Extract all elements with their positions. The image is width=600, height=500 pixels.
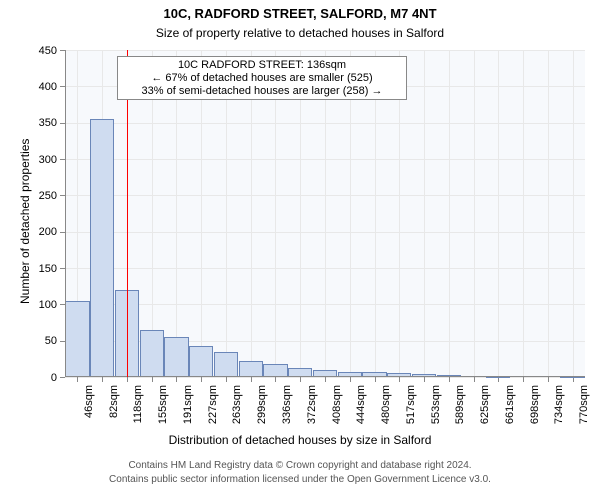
chart-container: 10C, RADFORD STREET, SALFORD, M7 4NT Siz… xyxy=(0,0,600,500)
axis-spine xyxy=(65,376,585,377)
histogram-bar xyxy=(140,330,164,377)
x-tick xyxy=(548,377,549,382)
x-tick-label: 263sqm xyxy=(231,385,243,435)
x-tick-label: 299sqm xyxy=(256,385,268,435)
histogram-bar xyxy=(90,119,114,377)
x-tick-label: 480sqm xyxy=(380,385,392,435)
y-tick-label: 200 xyxy=(27,226,57,238)
x-tick-label: 444sqm xyxy=(355,385,367,435)
y-tick-label: 250 xyxy=(27,190,57,202)
x-tick xyxy=(350,377,351,382)
chart-subtitle: Size of property relative to detached ho… xyxy=(0,26,600,40)
x-gridline xyxy=(449,50,450,377)
histogram-bar xyxy=(189,346,213,377)
x-tick xyxy=(226,377,227,382)
y-tick-label: 450 xyxy=(27,45,57,57)
x-tick xyxy=(399,377,400,382)
x-gridline xyxy=(548,50,549,377)
histogram-bar xyxy=(214,352,238,377)
y-tick-label: 300 xyxy=(27,154,57,166)
x-tick xyxy=(251,377,252,382)
y-tick-label: 100 xyxy=(27,299,57,311)
annotation-box: 10C RADFORD STREET: 136sqm ← 67% of deta… xyxy=(117,56,407,100)
x-tick-label: 191sqm xyxy=(182,385,194,435)
x-tick xyxy=(275,377,276,382)
x-tick xyxy=(201,377,202,382)
x-tick-label: 372sqm xyxy=(306,385,318,435)
y-tick-label: 400 xyxy=(27,81,57,93)
y-tick xyxy=(60,377,65,378)
x-tick xyxy=(300,377,301,382)
x-tick-label: 698sqm xyxy=(529,385,541,435)
x-tick xyxy=(523,377,524,382)
chart-title: 10C, RADFORD STREET, SALFORD, M7 4NT xyxy=(0,6,600,21)
x-tick-label: 82sqm xyxy=(108,385,120,435)
x-tick-label: 118sqm xyxy=(132,385,144,435)
axis-spine xyxy=(65,50,66,377)
x-gridline xyxy=(573,50,574,377)
x-tick-label: 661sqm xyxy=(504,385,516,435)
x-gridline xyxy=(474,50,475,377)
x-tick xyxy=(102,377,103,382)
x-tick-label: 589sqm xyxy=(454,385,466,435)
x-tick-label: 408sqm xyxy=(331,385,343,435)
x-gridline xyxy=(424,50,425,377)
x-tick xyxy=(474,377,475,382)
x-gridline xyxy=(523,50,524,377)
x-tick xyxy=(375,377,376,382)
annotation-line-2: ← 67% of detached houses are smaller (52… xyxy=(122,72,402,85)
x-tick-label: 227sqm xyxy=(207,385,219,435)
x-tick-label: 625sqm xyxy=(479,385,491,435)
x-tick-label: 336sqm xyxy=(281,385,293,435)
x-tick xyxy=(152,377,153,382)
x-tick xyxy=(498,377,499,382)
x-tick-label: 517sqm xyxy=(405,385,417,435)
footer-line-1: Contains HM Land Registry data © Crown c… xyxy=(0,460,600,471)
annotation-line-1: 10C RADFORD STREET: 136sqm xyxy=(122,59,402,72)
y-tick-label: 50 xyxy=(27,335,57,347)
x-tick xyxy=(449,377,450,382)
histogram-bar xyxy=(65,301,89,377)
x-tick xyxy=(424,377,425,382)
footer-line-2: Contains public sector information licen… xyxy=(0,474,600,485)
x-tick xyxy=(573,377,574,382)
annotation-line-3: 33% of semi-detached houses are larger (… xyxy=(122,85,402,98)
x-tick-label: 734sqm xyxy=(553,385,565,435)
x-gridline xyxy=(498,50,499,377)
x-tick-label: 770sqm xyxy=(578,385,590,435)
y-tick-label: 0 xyxy=(27,372,57,384)
x-tick-label: 46sqm xyxy=(83,385,95,435)
x-tick xyxy=(77,377,78,382)
histogram-bar xyxy=(239,361,263,377)
x-tick xyxy=(325,377,326,382)
histogram-bar xyxy=(164,337,188,377)
x-tick xyxy=(127,377,128,382)
x-tick xyxy=(176,377,177,382)
y-tick-label: 150 xyxy=(27,263,57,275)
x-tick-label: 155sqm xyxy=(157,385,169,435)
y-tick-label: 350 xyxy=(27,117,57,129)
x-axis-label: Distribution of detached houses by size … xyxy=(0,433,600,447)
x-tick-label: 553sqm xyxy=(430,385,442,435)
